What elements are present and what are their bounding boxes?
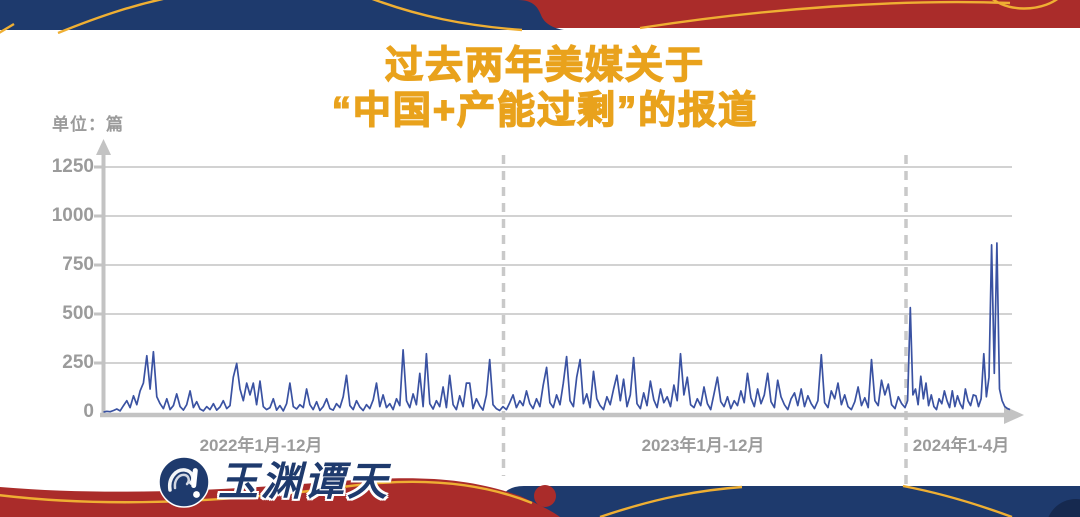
report-count-line-series (103, 242, 1011, 413)
x-segment-label-2022: 2022年1月-12月 (199, 436, 323, 455)
chart-title: 过去两年美媒关于 “中国+产能过剩”的报道 (0, 44, 1080, 134)
ytick-label-750: 750 (62, 254, 94, 275)
gridlines (104, 166, 1012, 364)
bottom-banner-red-dot (534, 485, 556, 507)
y-axis (94, 139, 111, 416)
top-banner (0, 0, 1080, 34)
top-banner-gold-arcs (0, 0, 1058, 34)
y-axis-unit-label: 单位：篇 (52, 115, 124, 134)
bottom-banner-navy-bump (1048, 499, 1080, 517)
bottom-banner (0, 478, 1080, 517)
ytick-label-0: 0 (83, 401, 94, 422)
chart-title-line1: 过去两年美媒关于 (384, 44, 705, 87)
ytick-label-1250: 1250 (51, 156, 94, 177)
x-axis-arrow-icon (1004, 406, 1024, 424)
top-banner-navy-band (0, 0, 564, 30)
bottom-banner-red-band (0, 478, 560, 517)
chart-title-line2: “中国+产能过剩”的报道 (331, 89, 759, 132)
ytick-label-1000: 1000 (51, 205, 94, 226)
ytick-label-250: 250 (62, 352, 94, 373)
x-segment-label-2023: 2023年1月-12月 (641, 436, 765, 455)
x-axis (100, 406, 1024, 424)
logo-swirl-icon (158, 456, 210, 508)
y-axis-arrow-icon (96, 139, 111, 155)
ytick-label-500: 500 (62, 303, 94, 324)
logo-text: 玉渊谭天 (218, 460, 390, 504)
bottom-banner-gold-arcs (0, 480, 1013, 517)
x-segment-label-2024: 2024年1-4月 (912, 436, 1010, 455)
y-axis-ticks (94, 165, 103, 365)
logo-exclamation (191, 468, 200, 498)
logo: 玉渊谭天 (158, 454, 390, 510)
top-banner-red-band (505, 0, 1080, 28)
